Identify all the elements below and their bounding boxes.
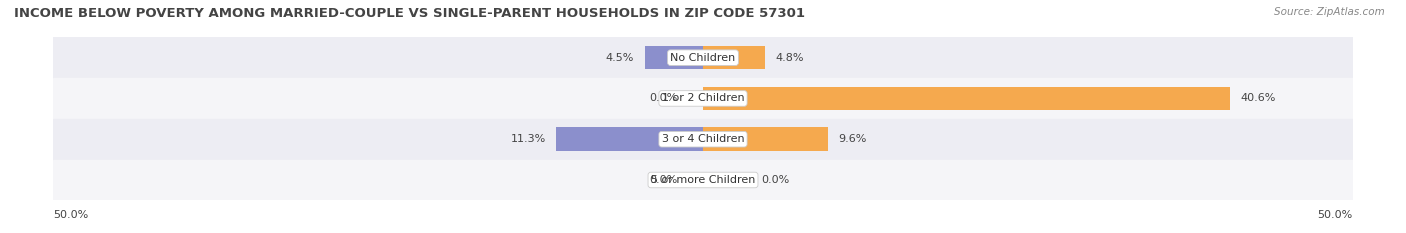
Text: 4.5%: 4.5% [606, 53, 634, 63]
Text: 0.0%: 0.0% [648, 93, 678, 103]
Bar [53, 119, 1353, 160]
Text: 0.0%: 0.0% [762, 175, 790, 185]
Text: 5 or more Children: 5 or more Children [651, 175, 755, 185]
Text: Source: ZipAtlas.com: Source: ZipAtlas.com [1274, 7, 1385, 17]
Bar [53, 160, 1353, 200]
Text: 9.6%: 9.6% [838, 134, 866, 144]
Text: 40.6%: 40.6% [1241, 93, 1277, 103]
Bar [557, 127, 703, 151]
Bar [703, 46, 765, 69]
Text: INCOME BELOW POVERTY AMONG MARRIED-COUPLE VS SINGLE-PARENT HOUSEHOLDS IN ZIP COD: INCOME BELOW POVERTY AMONG MARRIED-COUPL… [14, 7, 806, 20]
Text: 3 or 4 Children: 3 or 4 Children [662, 134, 744, 144]
Text: 1 or 2 Children: 1 or 2 Children [662, 93, 744, 103]
Bar [644, 46, 703, 69]
Text: 50.0%: 50.0% [1317, 210, 1353, 220]
Text: 0.0%: 0.0% [648, 175, 678, 185]
Text: 4.8%: 4.8% [776, 53, 804, 63]
Bar [703, 87, 1230, 110]
Text: 50.0%: 50.0% [53, 210, 89, 220]
Text: No Children: No Children [671, 53, 735, 63]
Bar [703, 127, 828, 151]
Bar [53, 78, 1353, 119]
Text: 11.3%: 11.3% [510, 134, 546, 144]
Bar [53, 37, 1353, 78]
